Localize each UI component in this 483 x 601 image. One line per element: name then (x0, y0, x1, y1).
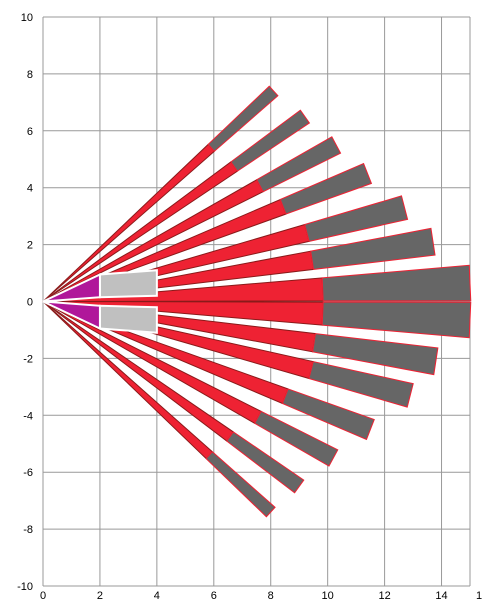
y-tick-label: -6 (23, 467, 33, 479)
y-tick-label: -10 (17, 581, 33, 593)
ray-dark-segment (230, 109, 311, 172)
y-tick-label: -4 (23, 410, 33, 422)
tick-labels: 10 8 6 4 2 0 -2 -4 -6 -8 -10 0 2 4 6 8 10 12 14 1 (17, 12, 482, 601)
inner-magenta-shape (42, 300, 101, 331)
inner-magenta-shape (42, 272, 101, 303)
y-tick-label: 2 (27, 240, 33, 252)
ray-dark-segment (281, 388, 375, 441)
y-tick-label: -8 (23, 524, 33, 536)
y-tick-label: -2 (23, 353, 33, 365)
y-tick-label: 4 (27, 183, 33, 195)
y-tick-label: 6 (27, 126, 33, 138)
ray-dark-segment (304, 195, 409, 243)
inner-light-shape (98, 304, 158, 334)
x-tick-label: 10 (322, 590, 334, 601)
y-tick-label: 0 (27, 297, 33, 309)
x-tick-label: 2 (97, 590, 103, 601)
x-tick-label: 1 (476, 590, 482, 601)
x-tick-label: 8 (268, 590, 274, 601)
ray-dark-segment (226, 431, 305, 494)
ray-dark-segment (321, 264, 472, 302)
ray-dark-segment (207, 85, 279, 152)
x-tick-label: 12 (378, 590, 390, 601)
ray-dark-segment (256, 136, 342, 193)
x-tick-label: 4 (154, 590, 160, 601)
y-tick-label: 8 (27, 69, 33, 81)
ray-dark-segment (312, 333, 439, 376)
inner-light-shape (98, 269, 158, 299)
ray-dark-segment (205, 451, 276, 518)
x-tick-label: 14 (435, 590, 447, 601)
ray-dark-segment (253, 410, 339, 467)
ray-dark-segment (308, 360, 414, 408)
ray-dark-segment (321, 301, 472, 339)
x-tick-label: 6 (211, 590, 217, 601)
x-tick-label: 0 (40, 590, 46, 601)
ray-dark-segment (279, 162, 373, 215)
y-tick-label: 10 (21, 12, 33, 24)
ray-dark-segment (310, 227, 436, 270)
inner-shapes-group (42, 269, 158, 334)
